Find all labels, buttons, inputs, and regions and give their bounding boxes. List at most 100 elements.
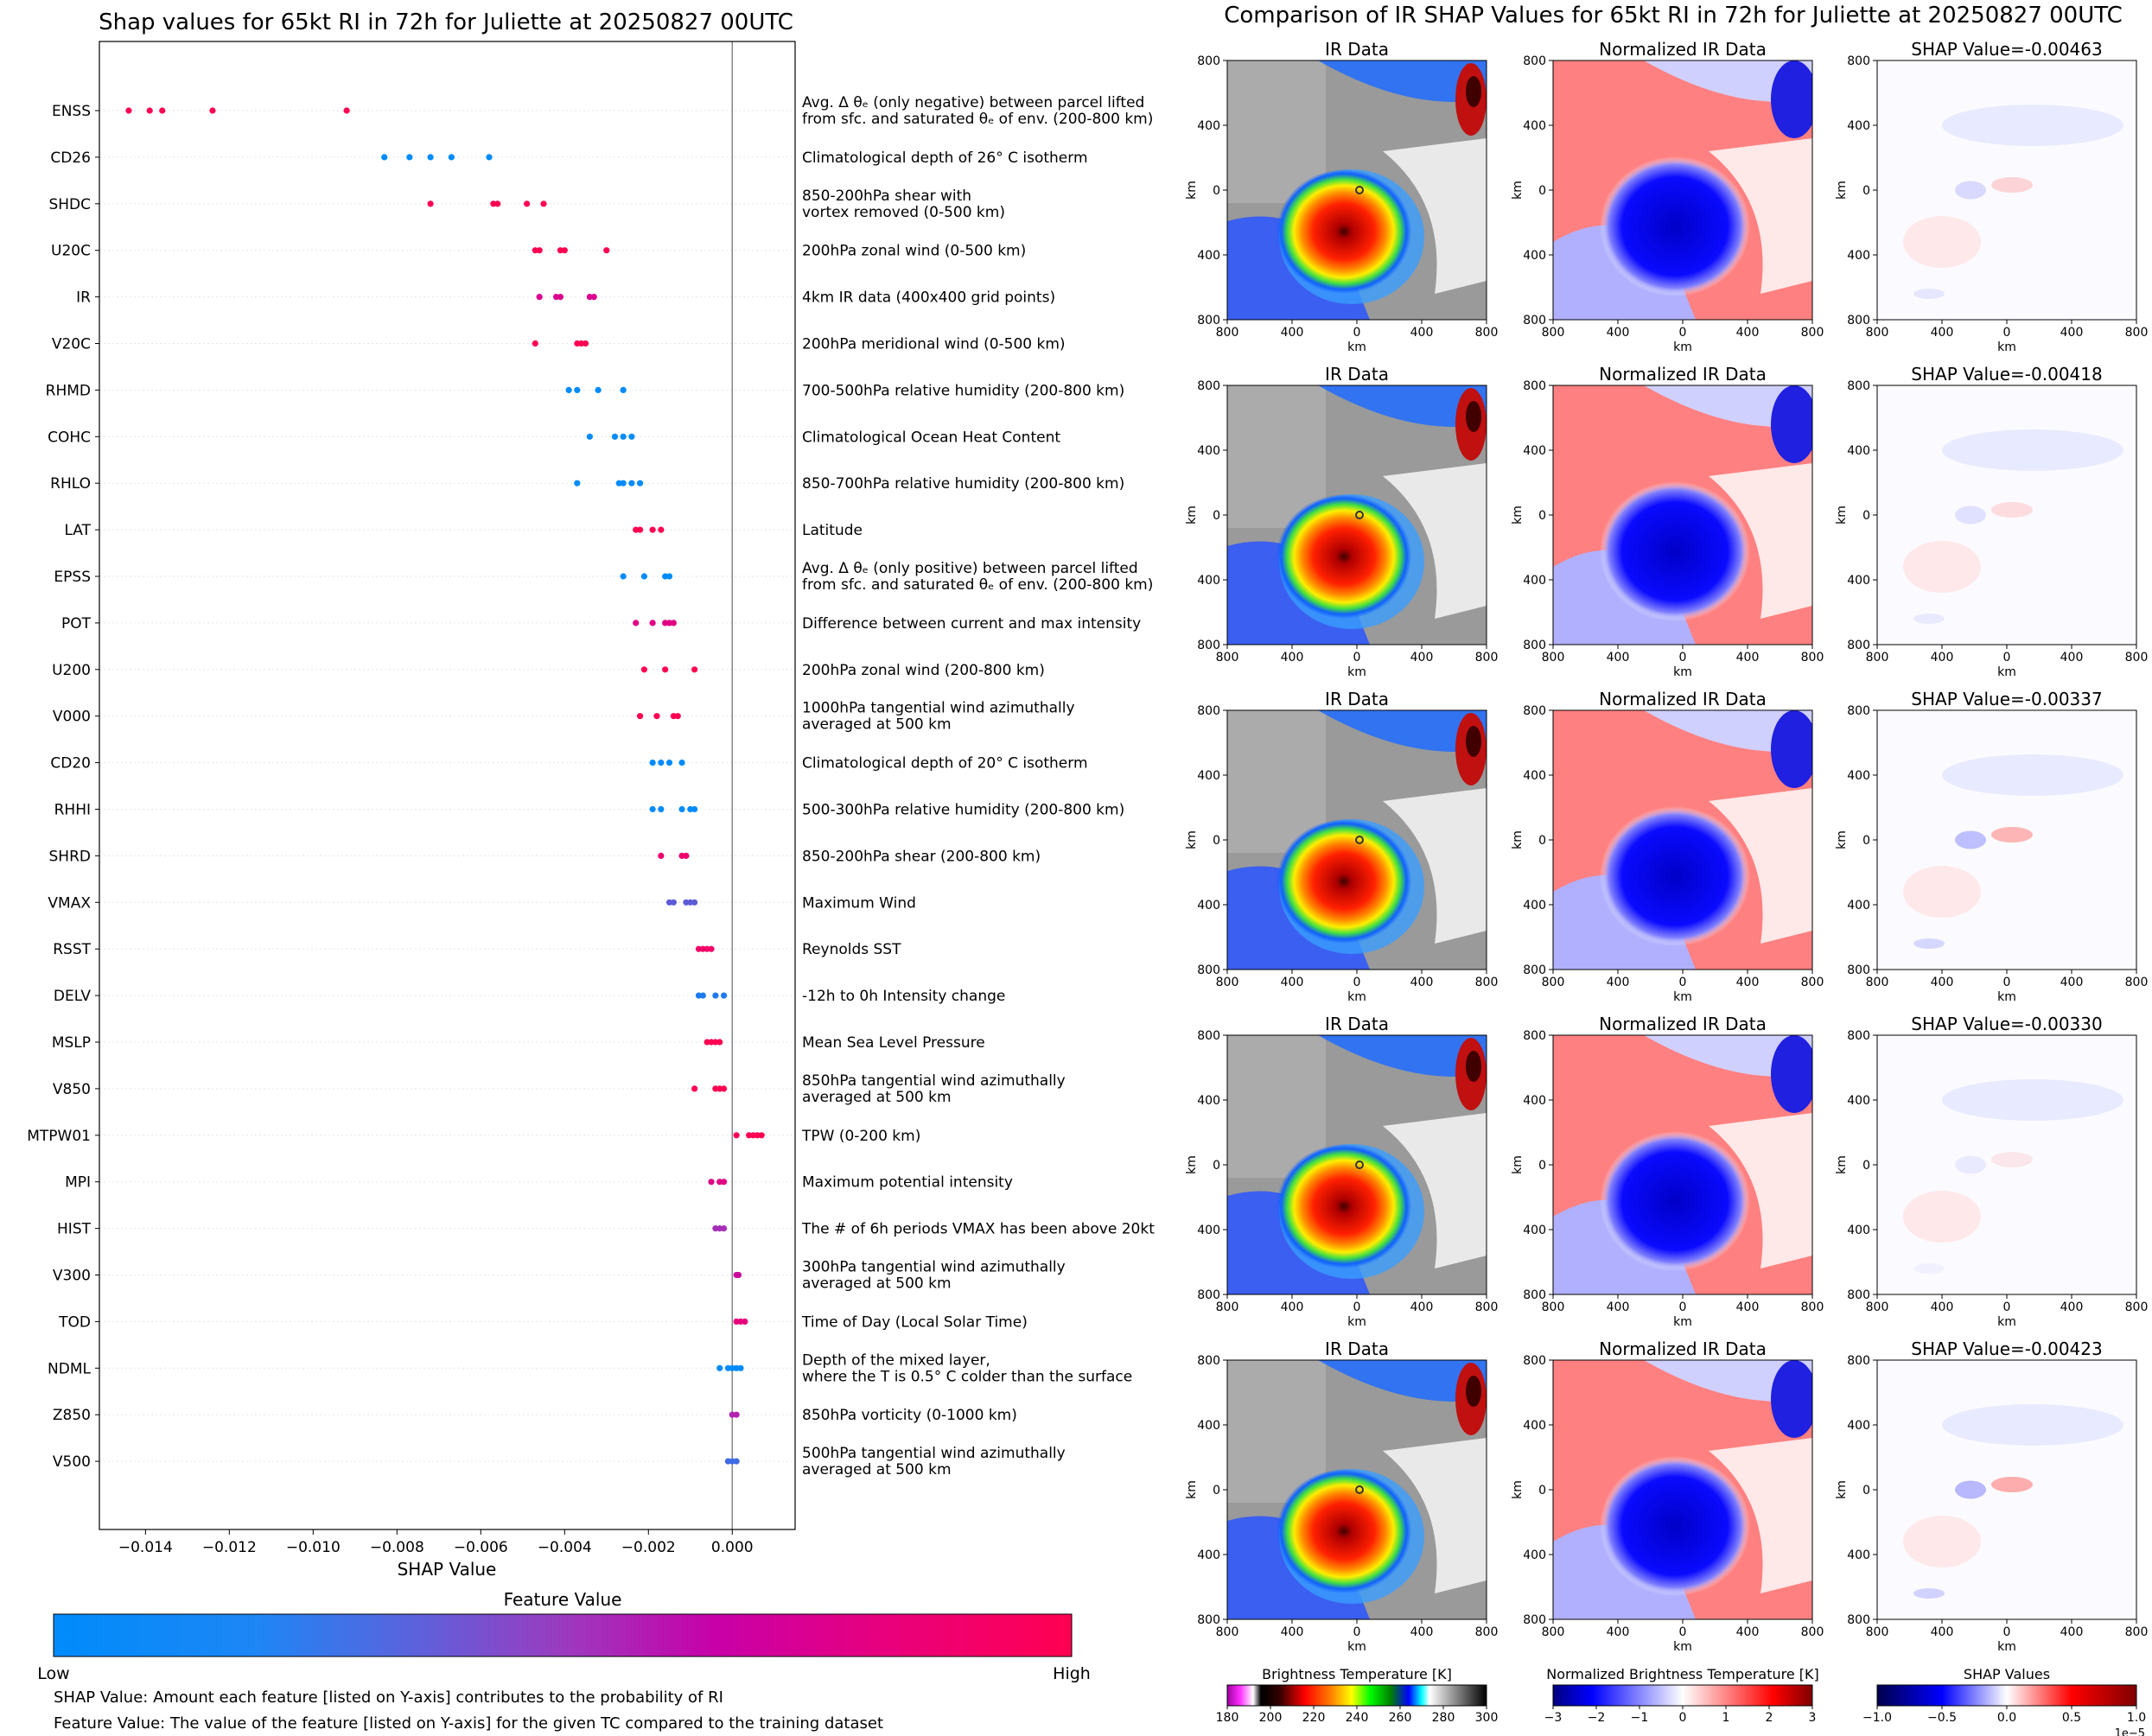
shap-point — [209, 107, 216, 114]
x-tick-label: −0.014 — [118, 1539, 173, 1556]
y-tick-label: 800 — [1523, 963, 1546, 977]
shap-point — [603, 247, 610, 254]
x-tick-label: 400 — [1607, 1300, 1630, 1314]
x-tick-label: 400 — [1410, 651, 1434, 665]
shap-point — [735, 1271, 742, 1279]
x-tick-label: 800 — [2125, 1300, 2149, 1314]
x-tick-label: 800 — [1866, 1300, 1889, 1314]
feature-description: Climatological depth of 20° C isotherm — [802, 755, 1088, 773]
shap-point — [653, 713, 660, 720]
shap-point — [540, 200, 547, 207]
y-tick-label: 400 — [1847, 444, 1870, 458]
shap-point — [636, 713, 644, 720]
y-tick-label: 400 — [1523, 119, 1546, 133]
y-axis-label: km — [1185, 1480, 1199, 1499]
y-axis-label: km — [1185, 1155, 1199, 1174]
colorbar-tick-label: 3 — [1809, 1711, 1817, 1725]
x-tick-label: 800 — [1866, 976, 1889, 989]
feature-label: POT — [61, 615, 92, 633]
shap-point — [159, 107, 166, 114]
x-tick-label: 0 — [2003, 651, 2011, 665]
feature-description: Depth of the mixed layer, — [802, 1351, 990, 1369]
feature-label: U20C — [51, 243, 91, 260]
y-axis-label: km — [1511, 1480, 1525, 1499]
feature-description: 850hPa vorticity (0-1000 km) — [802, 1407, 1017, 1424]
y-tick-label: 0 — [1862, 184, 1870, 198]
y-tick-label: 800 — [1197, 704, 1220, 718]
panel-title: Normalized IR Data — [1599, 364, 1767, 385]
colorbar-tick-label: 1 — [1722, 1711, 1730, 1725]
y-axis-label: km — [1835, 506, 1849, 525]
colorbar-offset-label: 1e−5 — [2115, 1727, 2145, 1736]
x-tick-label: 0 — [1353, 326, 1361, 340]
colorbar-tick-label: 0.0 — [1997, 1711, 2016, 1725]
x-tick-label: 400 — [2060, 651, 2084, 665]
shap-point — [720, 1225, 728, 1232]
feature-label: MPI — [65, 1174, 91, 1192]
shap-panel: SHAP Value=-0.00423800800400400004004008… — [1835, 1339, 2148, 1654]
x-axis-label: km — [1673, 1315, 1692, 1329]
normalized-ir-panel: Normalized IR Data8008004004000040040080… — [1511, 1339, 1824, 1654]
feature-description: Mean Sea Level Pressure — [802, 1034, 985, 1052]
y-tick-label: 800 — [1523, 1354, 1546, 1368]
y-tick-label: 0 — [1213, 1484, 1220, 1498]
x-tick-label: 400 — [1607, 976, 1630, 989]
x-axis-label: km — [1347, 665, 1366, 679]
feature-description: 300hPa tangential wind azimuthally — [802, 1259, 1066, 1276]
colorbar-tick-label: 2 — [1766, 1711, 1773, 1725]
panel-title: IR Data — [1325, 364, 1389, 385]
panel-title: Normalized IR Data — [1599, 39, 1767, 60]
shap-point — [720, 1179, 728, 1186]
x-tick-label: 800 — [2125, 651, 2149, 665]
shap-panel: SHAP Value=-0.00330800800400400004004008… — [1835, 1014, 2148, 1329]
normalized-ir-panel: Normalized IR Data8008004004000040040080… — [1511, 364, 1824, 679]
plot-frame — [99, 41, 796, 1530]
x-tick-label: 400 — [1931, 326, 1954, 340]
shap-point — [494, 200, 501, 207]
shap-point — [125, 107, 132, 114]
x-axis-label: km — [1997, 990, 2016, 1004]
y-tick-label: 400 — [1197, 1094, 1220, 1108]
x-tick-label: −0.012 — [202, 1539, 257, 1556]
feature-description: averaged at 500 km — [802, 1089, 952, 1106]
shap-point — [662, 666, 669, 673]
x-tick-label: 800 — [1542, 1625, 1565, 1639]
y-tick-label: 0 — [1538, 1484, 1546, 1498]
shap-point — [733, 1458, 740, 1465]
y-tick-label: 800 — [1523, 1029, 1546, 1043]
x-tick-label: 0 — [2003, 976, 2011, 989]
colorbar-title: SHAP Values — [1964, 1666, 2050, 1682]
shap-point — [742, 1318, 748, 1325]
colorbar-tick-label: 180 — [1216, 1711, 1239, 1725]
x-axis-label: km — [1347, 990, 1366, 1004]
x-tick-label: 400 — [1736, 326, 1760, 340]
y-axis-label: km — [1835, 830, 1849, 849]
shap-point — [720, 992, 728, 999]
feature-label: VMAX — [48, 894, 91, 912]
y-tick-label: 0 — [1862, 1484, 1870, 1498]
x-tick-label: 800 — [1801, 976, 1824, 989]
shap-point — [628, 433, 635, 440]
shap-point — [628, 480, 635, 486]
x-axis-label: km — [1347, 1640, 1366, 1654]
x-tick-label: 400 — [1931, 976, 1954, 989]
y-tick-label: 400 — [1197, 249, 1220, 263]
y-tick-label: 800 — [1197, 639, 1220, 652]
shap-point — [574, 386, 581, 393]
shap-point — [674, 713, 681, 720]
feature-label: IR — [76, 289, 91, 307]
y-tick-label: 800 — [1197, 1029, 1220, 1043]
y-axis-label: km — [1835, 181, 1849, 200]
y-axis-label: km — [1511, 830, 1525, 849]
x-axis-label: SHAP Value — [398, 1559, 497, 1580]
y-tick-label: 400 — [1847, 1548, 1870, 1562]
y-tick-label: 800 — [1197, 54, 1220, 68]
note-feature-value: Feature Value: The value of the feature … — [54, 1714, 883, 1733]
shap-point — [486, 154, 493, 161]
x-tick-label: 0 — [1679, 1625, 1687, 1639]
shap-panel: SHAP Value=-0.00418800800400400004004008… — [1835, 364, 2148, 679]
y-tick-label: 400 — [1197, 769, 1220, 783]
y-tick-label: 400 — [1847, 1224, 1870, 1237]
